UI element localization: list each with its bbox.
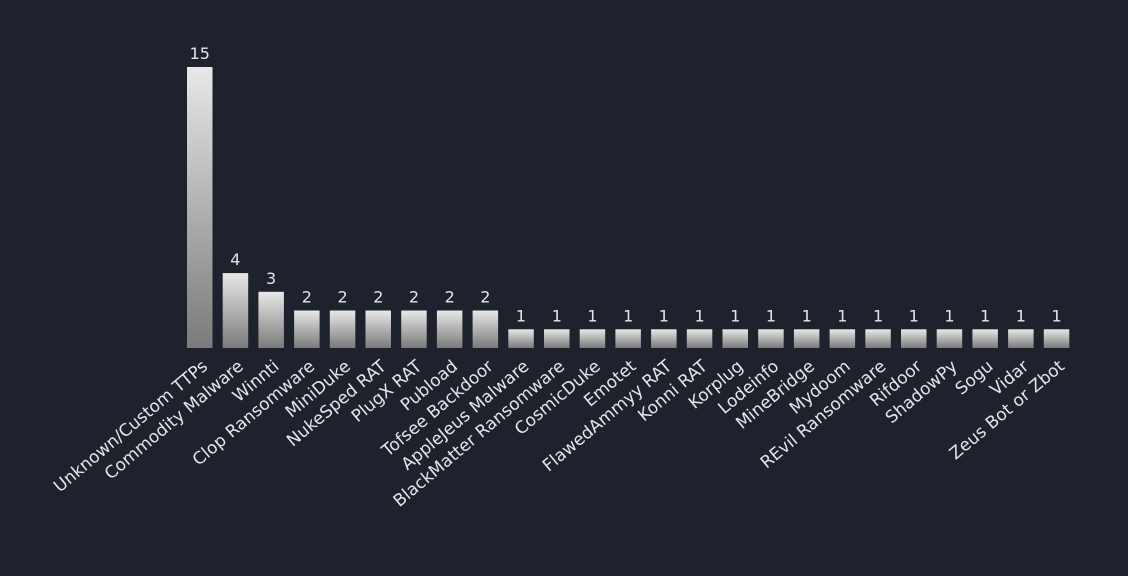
value-label: 2 bbox=[373, 288, 383, 307]
bars-group bbox=[187, 67, 1070, 348]
bar bbox=[651, 329, 677, 348]
value-label: 2 bbox=[409, 288, 419, 307]
value-label: 1 bbox=[730, 306, 740, 325]
bar bbox=[722, 329, 748, 348]
value-label: 1 bbox=[944, 306, 954, 325]
category-label: Sogu bbox=[952, 357, 998, 400]
bar bbox=[472, 310, 499, 348]
value-label: 1 bbox=[552, 306, 562, 325]
value-label: 1 bbox=[623, 306, 633, 325]
bar bbox=[222, 273, 249, 348]
bar bbox=[294, 310, 320, 348]
bar bbox=[401, 310, 427, 348]
bar bbox=[686, 329, 713, 348]
value-label: 1 bbox=[873, 306, 883, 325]
value-label: 1 bbox=[1016, 306, 1026, 325]
value-label: 2 bbox=[338, 288, 348, 307]
value-label: 1 bbox=[1052, 306, 1062, 325]
value-label: 1 bbox=[837, 306, 847, 325]
category-label: Unknown/Custom TTPs bbox=[50, 356, 212, 496]
value-label: 4 bbox=[230, 250, 240, 269]
value-label: 1 bbox=[587, 306, 597, 325]
bar bbox=[758, 329, 784, 348]
bar bbox=[365, 310, 391, 348]
value-label: 1 bbox=[802, 306, 812, 325]
bar bbox=[972, 329, 998, 348]
value-label: 15 bbox=[190, 44, 210, 63]
value-label: 1 bbox=[516, 306, 526, 325]
value-label: 1 bbox=[659, 306, 669, 325]
value-label: 1 bbox=[909, 306, 919, 325]
bar bbox=[508, 329, 534, 348]
bar bbox=[793, 329, 820, 348]
bar bbox=[329, 310, 356, 348]
value-labels-group: 15 4 3 2 2 2 2 2 2 1 1 1 1 1 1 1 1 1 1 1 1 1 1 1 1 bbox=[190, 44, 1062, 325]
value-label: 2 bbox=[445, 288, 455, 307]
bar bbox=[579, 329, 606, 348]
value-label: 1 bbox=[766, 306, 776, 325]
bar bbox=[544, 329, 570, 348]
bar bbox=[901, 329, 927, 348]
bar bbox=[436, 310, 463, 348]
bar bbox=[936, 329, 963, 348]
value-label: 1 bbox=[980, 306, 990, 325]
bar bbox=[1043, 329, 1070, 348]
bar bbox=[258, 291, 284, 348]
bar bbox=[829, 329, 856, 348]
value-label: 1 bbox=[695, 306, 705, 325]
bar bbox=[615, 329, 641, 348]
bar bbox=[865, 329, 891, 348]
value-label: 2 bbox=[302, 288, 312, 307]
bar bbox=[1008, 329, 1034, 348]
value-label: 2 bbox=[480, 288, 490, 307]
bar bbox=[187, 67, 213, 348]
value-label: 3 bbox=[266, 269, 276, 288]
